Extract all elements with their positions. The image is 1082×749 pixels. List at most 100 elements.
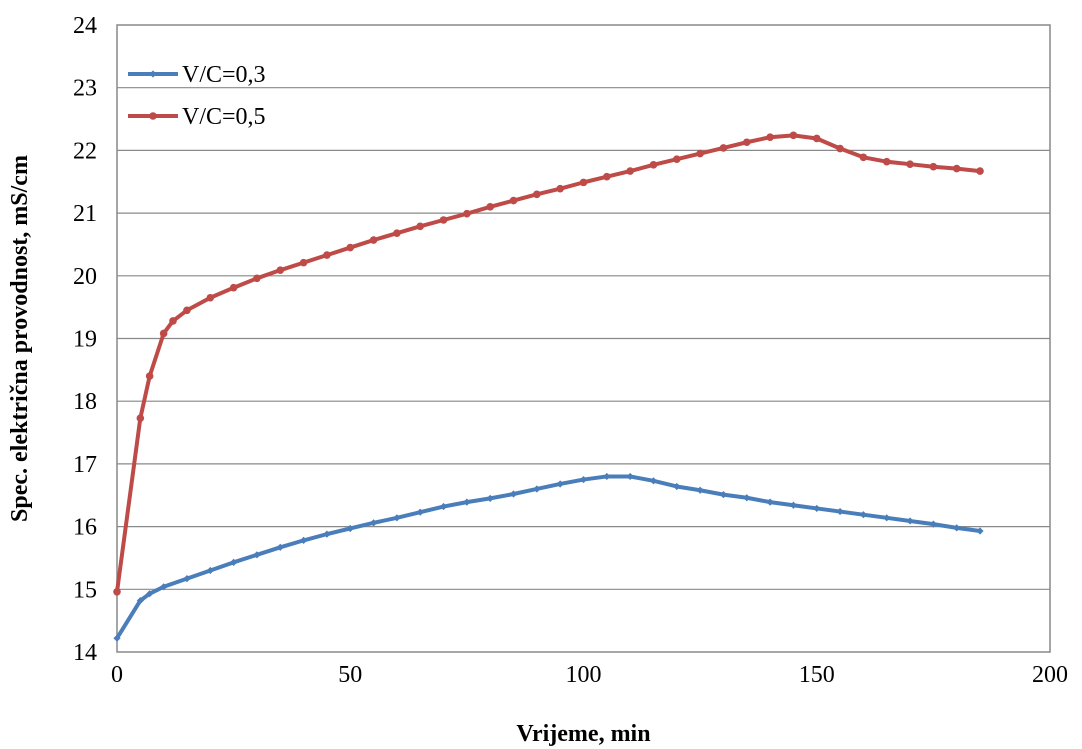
data-point [533,485,541,493]
data-point [136,414,145,422]
data-point [206,293,215,302]
y-tick-label: 20 [73,264,97,290]
series-line [115,133,983,594]
y-tick-label: 23 [73,76,97,102]
data-point [486,203,495,211]
series [113,131,984,596]
data-point [649,161,658,169]
data-point [626,472,634,481]
x-tick-label: 100 [566,662,602,688]
data-point [393,514,401,522]
data-point [696,149,704,158]
data-point [556,480,564,488]
data-point [369,236,378,244]
data-point [929,520,937,528]
data-point [346,243,355,252]
data-point [673,155,681,163]
data-point [416,222,425,231]
data-point [299,258,308,267]
data-point [439,216,448,224]
x-tick-label: 50 [338,662,362,688]
y-tick-label: 19 [73,327,97,353]
data-point [742,138,751,147]
data-point [836,507,844,516]
data-point [113,634,121,642]
data-point [579,475,588,484]
data-point [169,317,177,325]
data-point [300,536,308,544]
data-point [789,131,798,140]
data-point [789,501,798,509]
data-point [146,590,154,598]
legend-label: V/C=0,3 [182,62,266,88]
data-point [696,486,704,494]
data-point [603,472,611,481]
data-point [369,519,378,527]
data-point [976,167,984,175]
data-point [626,167,634,175]
series [113,472,984,642]
data-point [813,504,821,513]
x-axis-tick-labels: 0 50 100 150 200 [111,662,1068,688]
legend-item: V/C=0,5 [128,104,266,130]
data-point [439,502,448,511]
y-tick-label: 24 [73,13,97,39]
data-point [113,588,121,596]
data-point [276,543,284,551]
data-point [486,494,494,502]
data-point [230,558,238,566]
data-point [393,229,401,237]
data-point [882,157,891,166]
y-tick-label: 18 [73,389,97,415]
data-point [463,498,471,506]
data-point [719,144,728,152]
data-point [145,372,154,380]
data-point [276,266,285,274]
y-tick-label: 15 [73,577,97,603]
data-point [416,508,424,516]
series-layer [113,131,984,642]
data-point [159,329,168,338]
y-tick-label: 16 [73,515,97,541]
data-point [649,477,658,485]
gridlines [117,87,1050,590]
data-point [673,482,681,491]
data-point [812,134,821,143]
data-point [883,514,891,522]
data-point [323,251,331,259]
data-point [603,172,611,181]
data-point [206,566,214,575]
data-point [136,596,144,605]
data-point [160,583,168,591]
legend-marker [149,112,157,120]
y-tick-label: 17 [73,452,97,478]
plot-area-frame [116,24,1051,653]
data-point [766,133,774,142]
data-point [953,524,961,532]
data-point [766,498,774,506]
x-tick-label: 0 [111,662,123,688]
data-point [253,551,261,559]
y-tick-label: 14 [73,640,97,666]
legend: V/C=0,3 V/C=0,5 [128,62,266,130]
data-point [906,160,914,168]
data-point [509,490,518,498]
data-point [719,491,728,499]
legend-item: V/C=0,3 [128,62,266,88]
data-point [229,283,238,292]
data-point [509,196,518,205]
data-point [906,517,914,525]
data-point [859,153,868,162]
data-point [346,524,354,533]
x-axis-title: Vrijeme, min [516,721,650,747]
data-point [183,306,191,315]
x-tick-label: 200 [1032,662,1068,688]
data-point [463,209,471,218]
y-tick-label: 21 [73,201,97,227]
x-tick-label: 150 [799,662,835,688]
data-point [323,530,331,538]
data-point [836,144,844,153]
y-axis-tick-labels: 14 15 16 17 18 19 20 21 22 23 24 [73,13,97,666]
data-point [952,164,961,173]
